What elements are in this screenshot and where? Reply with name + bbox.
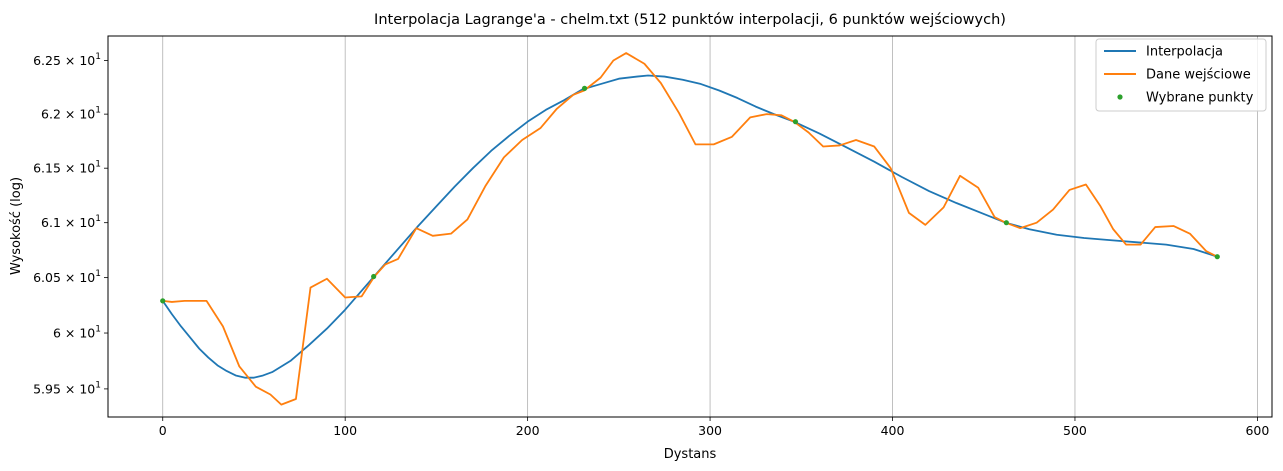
x-axis: 0 100 200 300 400 500 600 bbox=[159, 417, 1269, 438]
data-point-wybrane-punkty bbox=[1003, 220, 1009, 226]
plot-series bbox=[160, 52, 1220, 406]
grid-lines bbox=[162, 36, 1258, 417]
y-axis-label: Wysokość (log) bbox=[9, 177, 24, 275]
y-tick-label: 5.95 × 101 bbox=[33, 380, 101, 396]
data-point-wybrane-punkty bbox=[581, 85, 588, 91]
y-tick-label: 6.05 × 101 bbox=[33, 269, 101, 285]
data-point-wybrane-punkty bbox=[1214, 254, 1220, 260]
legend-label-wybrane-punkty: Wybrane punkty bbox=[1146, 91, 1254, 106]
y-tick-label: 6.25 × 101 bbox=[33, 52, 101, 68]
y-tick-label: 6.15 × 101 bbox=[33, 160, 101, 176]
legend-swatch-wybrane-punkty bbox=[1117, 94, 1123, 100]
x-tick-label: 600 bbox=[1245, 423, 1269, 438]
data-point-wybrane-punkty bbox=[160, 298, 166, 304]
x-tick-label: 100 bbox=[333, 423, 357, 438]
x-tick-label: 300 bbox=[698, 423, 722, 438]
series-line-dane-wejsciowe bbox=[162, 52, 1218, 406]
legend-label-interpolacja: Interpolacja bbox=[1146, 45, 1223, 60]
x-axis-label: Dystans bbox=[664, 447, 717, 462]
x-tick-label: 0 bbox=[159, 423, 167, 438]
legend-box bbox=[1095, 38, 1267, 112]
y-tick-label: 6.1 × 101 bbox=[41, 214, 101, 230]
series-line-interpolacja bbox=[161, 74, 1218, 379]
y-tick-label: 6.2 × 101 bbox=[41, 106, 101, 122]
legend: Interpolacja Dane wejściowe Wybrane punk… bbox=[1095, 38, 1267, 112]
x-tick-label: 500 bbox=[1063, 423, 1087, 438]
legend-label-dane-wejsciowe: Dane wejściowe bbox=[1146, 68, 1251, 83]
axes-frame bbox=[107, 35, 1273, 418]
chart-title: Interpolacja Lagrange'a - chelm.txt (512… bbox=[374, 12, 1006, 28]
x-tick-label: 400 bbox=[881, 423, 905, 438]
data-point-wybrane-punkty bbox=[371, 273, 377, 280]
y-axis: 5.95 × 101 6 × 101 6.05 × 101 6.1 × 101 6.15… bbox=[33, 52, 108, 396]
x-tick-label: 200 bbox=[516, 423, 540, 438]
y-tick-label: 6 × 101 bbox=[53, 325, 101, 341]
data-point-wybrane-punkty bbox=[792, 119, 799, 125]
